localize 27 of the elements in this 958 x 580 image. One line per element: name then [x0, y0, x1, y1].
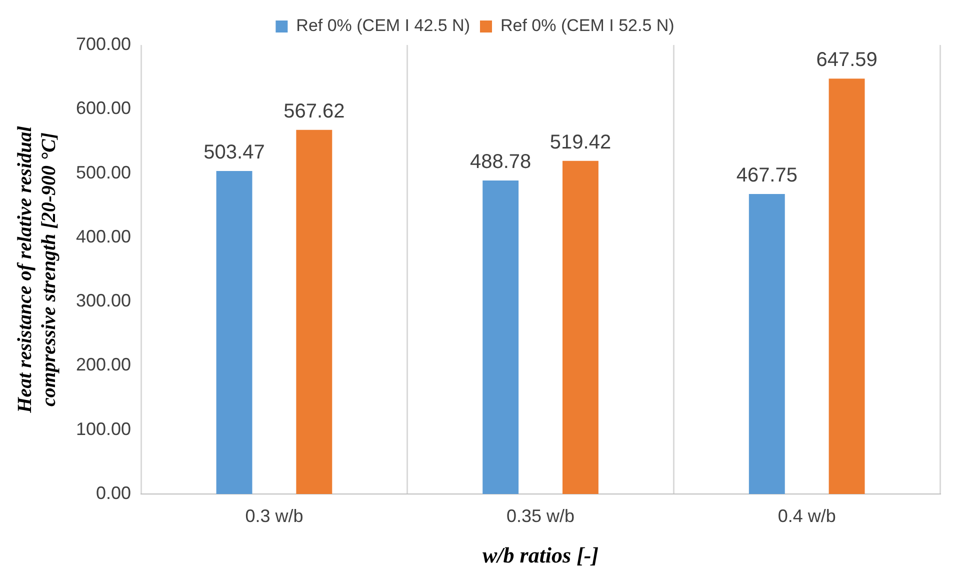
bar	[296, 130, 332, 494]
data-label: 567.62	[284, 100, 345, 122]
data-label: 503.47	[204, 142, 265, 164]
bar	[482, 180, 519, 494]
y-tick-label: 300.00	[76, 290, 132, 311]
bar	[562, 160, 598, 494]
legend-label: Ref 0% (CEM I 42.5 N)	[296, 16, 470, 36]
data-label: 647.59	[816, 49, 878, 72]
y-tick-label: 600.00	[76, 98, 132, 118]
y-tick-label: 500.00	[76, 162, 132, 182]
x-axis-title: w/b ratios [-]	[482, 542, 599, 568]
data-label: 488.78	[470, 151, 532, 173]
y-tick-label: 700.00	[76, 34, 132, 54]
y-axis-title: Heat resistance of relative residual compressive strength [20-900 °C]	[14, 126, 60, 414]
legend-label: Ref 0% (CEM I 52.5 N)	[500, 16, 674, 36]
y-tick-label: 0.00	[96, 482, 132, 503]
y-tick-label: 100.00	[76, 418, 132, 439]
data-label: 467.75	[736, 164, 798, 186]
x-tick-label: 0.3 w/b	[245, 506, 304, 526]
bar	[828, 78, 865, 494]
bar	[216, 171, 252, 494]
x-tick-label: 0.4 w/b	[778, 506, 836, 526]
data-label: 519.42	[550, 131, 612, 154]
x-tick-label: 0.35 w/b	[506, 506, 575, 526]
y-tick-label: 200.00	[76, 354, 132, 375]
y-tick-label: 400.00	[76, 226, 132, 246]
bar	[748, 194, 785, 494]
